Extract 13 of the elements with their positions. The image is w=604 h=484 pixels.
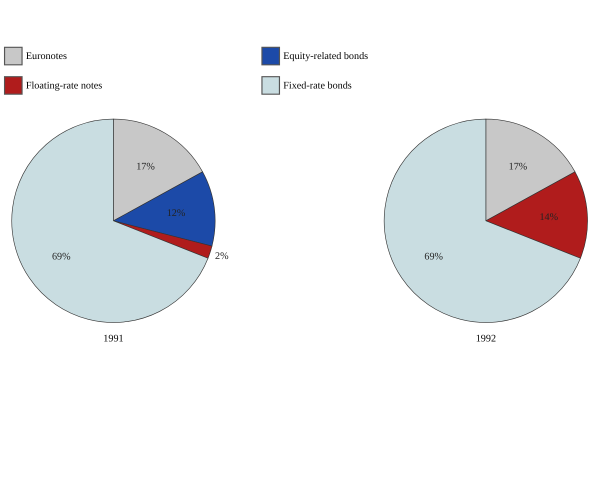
text: 1992 xyxy=(476,333,496,344)
data-label: 69% xyxy=(52,251,72,262)
data-label: 17% xyxy=(136,162,156,173)
legend-label: Euronotes xyxy=(26,51,68,62)
data-label: 14% xyxy=(539,212,559,223)
data-label: 12% xyxy=(166,208,186,220)
text: 1991 xyxy=(103,333,124,344)
legend-label: Equity-related bonds xyxy=(283,51,368,62)
data-label: 2% xyxy=(215,251,230,262)
legend-label: Floating-rate notes xyxy=(26,80,102,92)
data-label: 17% xyxy=(508,162,528,173)
legend-label: Fixed-rate bonds xyxy=(283,80,352,92)
data-label: 69% xyxy=(424,251,444,262)
